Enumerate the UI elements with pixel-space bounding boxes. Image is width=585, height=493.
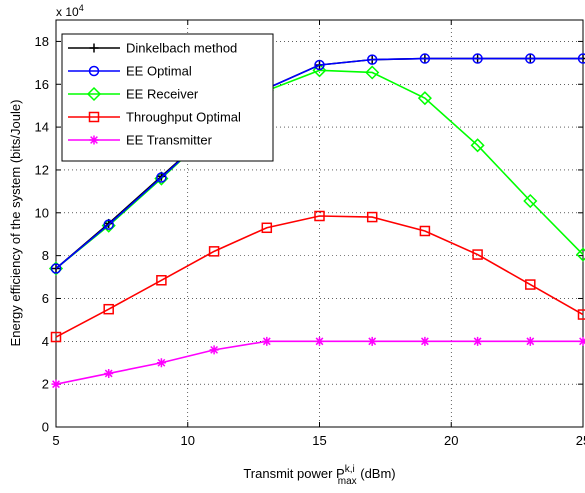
- data-point: [417, 91, 432, 106]
- y-tick-label: 10: [35, 205, 49, 220]
- x-axis-label-main: Transmit power P: [243, 466, 344, 481]
- legend-marker: [88, 111, 100, 123]
- y-axis-label: Energy efficiency of the system (bits/Jo…: [8, 100, 23, 347]
- y-tick-label: 18: [35, 34, 49, 49]
- data-point: [262, 336, 272, 346]
- y-tick-label: 12: [35, 162, 49, 177]
- series-line: [55, 69, 584, 270]
- data-point: [367, 336, 377, 346]
- legend-entry: Dinkelbach method: [68, 41, 237, 56]
- x-axis-label-sub: max: [338, 476, 357, 487]
- legend-label: EE Transmitter: [126, 133, 213, 148]
- series-line: [55, 57, 583, 270]
- data-point: [314, 210, 325, 222]
- data-point: [578, 336, 585, 346]
- data-point: [473, 336, 483, 346]
- y-tick-label: 4: [42, 334, 49, 349]
- data-point: [365, 65, 380, 80]
- data-point: [51, 263, 61, 273]
- legend-marker: [89, 43, 99, 53]
- legend-label: EE Optimal: [126, 64, 192, 79]
- data-point: [50, 331, 62, 343]
- y-tick-label: 8: [42, 248, 49, 263]
- data-point: [525, 53, 536, 64]
- y-multiplier-base: x 10: [56, 5, 79, 19]
- x-tick-label: 10: [181, 433, 195, 448]
- series-4: [51, 336, 585, 389]
- data-point: [314, 59, 325, 71]
- legend-entry: EE Transmitter: [68, 133, 213, 148]
- data-point: [50, 263, 62, 274]
- data-point: [525, 279, 536, 290]
- x-axis-label-unit: (dBm): [357, 466, 396, 481]
- data-point: [366, 211, 378, 223]
- data-point: [208, 246, 220, 257]
- legend-label: Dinkelbach method: [126, 41, 237, 56]
- legend-marker: [89, 135, 99, 145]
- data-point: [315, 336, 324, 346]
- legend: Dinkelbach method EE Optimal EE Receiver Th…: [61, 33, 274, 162]
- x-tick-label: 15: [312, 433, 326, 448]
- y-tick-label: 14: [35, 120, 49, 135]
- x-axis-label: Transmit power Pk,i max (dBm): [243, 464, 395, 487]
- data-point: [470, 138, 485, 153]
- data-point: [523, 193, 538, 209]
- y-multiplier: x 104: [56, 3, 84, 19]
- data-point: [103, 219, 114, 230]
- y-tick-label: 2: [42, 377, 49, 392]
- data-point: [156, 275, 167, 286]
- data-point: [419, 225, 431, 237]
- data-point: [261, 222, 273, 234]
- data-point: [103, 303, 114, 315]
- data-point: [420, 336, 430, 346]
- legend-entry: EE Receiver: [68, 87, 199, 102]
- x-tick-label: 20: [444, 433, 458, 448]
- data-point: [577, 309, 585, 320]
- legend-marker: [86, 86, 102, 102]
- legend-marker: [88, 65, 100, 77]
- data-point: [577, 53, 585, 64]
- legend-label: Throughput Optimal: [126, 110, 241, 125]
- data-point: [575, 247, 585, 262]
- data-point: [104, 368, 114, 378]
- y-tick-label: 6: [42, 291, 49, 306]
- data-point: [51, 379, 61, 389]
- legend-entry: Throughput Optimal: [68, 110, 241, 125]
- y-tick-label: 16: [35, 77, 49, 92]
- data-point: [156, 172, 167, 183]
- x-tick-label: 25: [576, 433, 585, 448]
- series-line: [55, 215, 584, 338]
- data-point: [472, 249, 483, 260]
- x-tick-label: 5: [52, 433, 59, 448]
- data-point: [472, 53, 483, 64]
- y-multiplier-exp: 4: [79, 3, 84, 13]
- legend-label: EE Receiver: [126, 87, 199, 102]
- series-3: [50, 210, 585, 343]
- data-point: [419, 53, 431, 64]
- data-point: [209, 345, 219, 355]
- series-layer: [48, 53, 585, 389]
- y-tick-label: 0: [42, 420, 49, 435]
- legend-entry: EE Optimal: [68, 64, 192, 79]
- data-point: [366, 54, 378, 65]
- data-point: [156, 358, 166, 368]
- data-point: [525, 336, 535, 346]
- x-axis-label-sup: k,i: [345, 464, 355, 475]
